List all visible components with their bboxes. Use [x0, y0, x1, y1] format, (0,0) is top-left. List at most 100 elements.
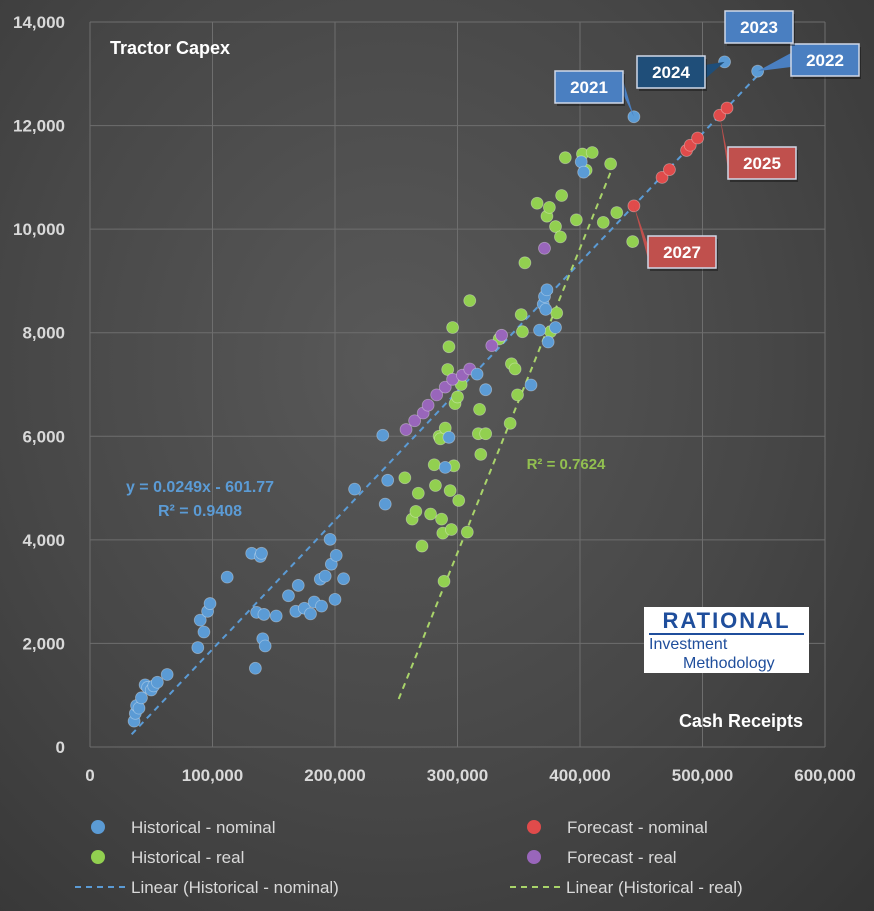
legend-label: Historical - nominal: [131, 818, 276, 837]
data-point: [376, 428, 390, 442]
data-point: [408, 414, 422, 428]
x-tick-label: 0: [85, 766, 94, 785]
data-point: [220, 570, 234, 584]
data-point: [337, 572, 350, 586]
callout-box: [790, 43, 860, 77]
data-point: [381, 473, 395, 487]
data-point: [255, 546, 268, 560]
chart-title: Tractor Capex: [110, 38, 230, 58]
legend-marker: [91, 820, 105, 834]
x-tick-label: 400,000: [549, 766, 610, 785]
legend-marker: [527, 850, 541, 864]
data-point: [409, 504, 423, 518]
data-point: [415, 539, 429, 553]
legend-marker: [91, 850, 105, 864]
legend-label: Historical - real: [131, 848, 244, 867]
data-point: [604, 157, 618, 171]
data-point: [441, 363, 455, 376]
callout-pointer: [757, 53, 791, 72]
data-point: [554, 230, 567, 244]
data-point: [550, 306, 564, 320]
data-point: [569, 213, 583, 227]
legend-label: Forecast - real: [567, 848, 677, 867]
data-point: [585, 146, 599, 159]
data-point: [549, 321, 562, 334]
x-axis-label: Cash Receipts: [679, 711, 803, 731]
data-point: [132, 701, 146, 715]
data-point: [269, 609, 283, 623]
trendlines: [130, 74, 759, 736]
data-point: [533, 323, 546, 337]
x-tick-label: 600,000: [794, 766, 855, 785]
legend-label: Forecast - nominal: [567, 818, 708, 837]
data-point: [348, 482, 362, 496]
data-point: [248, 661, 262, 675]
y-tick-label: 4,000: [22, 531, 65, 550]
logo-line-1: Investment: [649, 636, 728, 653]
data-point: [399, 423, 413, 436]
callout-pointer: [633, 205, 648, 259]
data-point: [574, 155, 588, 169]
data-point: [291, 579, 305, 592]
data-point: [318, 569, 332, 583]
nominal-r2: R² = 0.9408: [158, 503, 242, 520]
callout-label: 2024: [652, 63, 690, 82]
axis-ticks: 0 100,000 200,000 300,000 400,000 500,000 600,…: [13, 13, 856, 785]
data-point: [655, 170, 669, 184]
data-point: [444, 523, 458, 536]
data-point: [442, 430, 456, 444]
data-point: [150, 675, 164, 689]
data-point: [463, 294, 477, 308]
callout-label: 2021: [570, 78, 608, 97]
data-point: [438, 460, 452, 474]
data-point: [538, 241, 551, 255]
x-tick-label: 200,000: [304, 766, 365, 785]
data-point: [503, 416, 517, 430]
y-tick-label: 0: [56, 738, 65, 757]
x-tick-label: 300,000: [427, 766, 488, 785]
data-point: [558, 151, 572, 165]
data-point: [135, 691, 148, 705]
callout-box: [647, 235, 717, 269]
data-point: [508, 362, 522, 376]
data-point: [511, 388, 524, 402]
callout-box: [724, 10, 794, 44]
data-point: [328, 593, 342, 606]
data-point: [435, 512, 448, 526]
data-point: [438, 380, 452, 394]
callout-box: [727, 146, 797, 180]
data-point: [411, 486, 425, 500]
data-point: [479, 383, 493, 397]
data-point: [193, 613, 207, 627]
data-point: [540, 283, 554, 297]
data-point: [315, 599, 328, 613]
data-point: [495, 328, 509, 342]
data-point: [304, 607, 317, 621]
data-point: [323, 532, 337, 546]
data-point: [577, 165, 591, 179]
gridlines: [89, 21, 826, 748]
callout-pointer: [719, 115, 728, 170]
data-point: [451, 390, 464, 404]
x-tick-label: 500,000: [672, 766, 733, 785]
data-point: [473, 402, 486, 416]
data-point: [691, 131, 704, 145]
callout-box: [636, 55, 706, 89]
logo-title: RATIONAL: [649, 609, 804, 635]
legend-label: Linear (Historical - real): [566, 878, 743, 897]
callout-box: [554, 70, 624, 104]
data-point: [398, 471, 412, 485]
data-point: [429, 479, 442, 492]
callout-label: 2023: [740, 18, 778, 37]
callout-label: 2027: [663, 243, 701, 262]
y-tick-label: 2,000: [22, 634, 65, 653]
data-point: [474, 448, 488, 461]
y-tick-label: 12,000: [13, 117, 65, 136]
data-point: [446, 321, 460, 334]
data-point: [549, 220, 562, 233]
data-point: [516, 325, 529, 339]
data-point: [460, 525, 474, 539]
data-point: [610, 206, 624, 219]
logo-line-2: Methodology: [683, 655, 775, 672]
data-point: [452, 494, 466, 507]
